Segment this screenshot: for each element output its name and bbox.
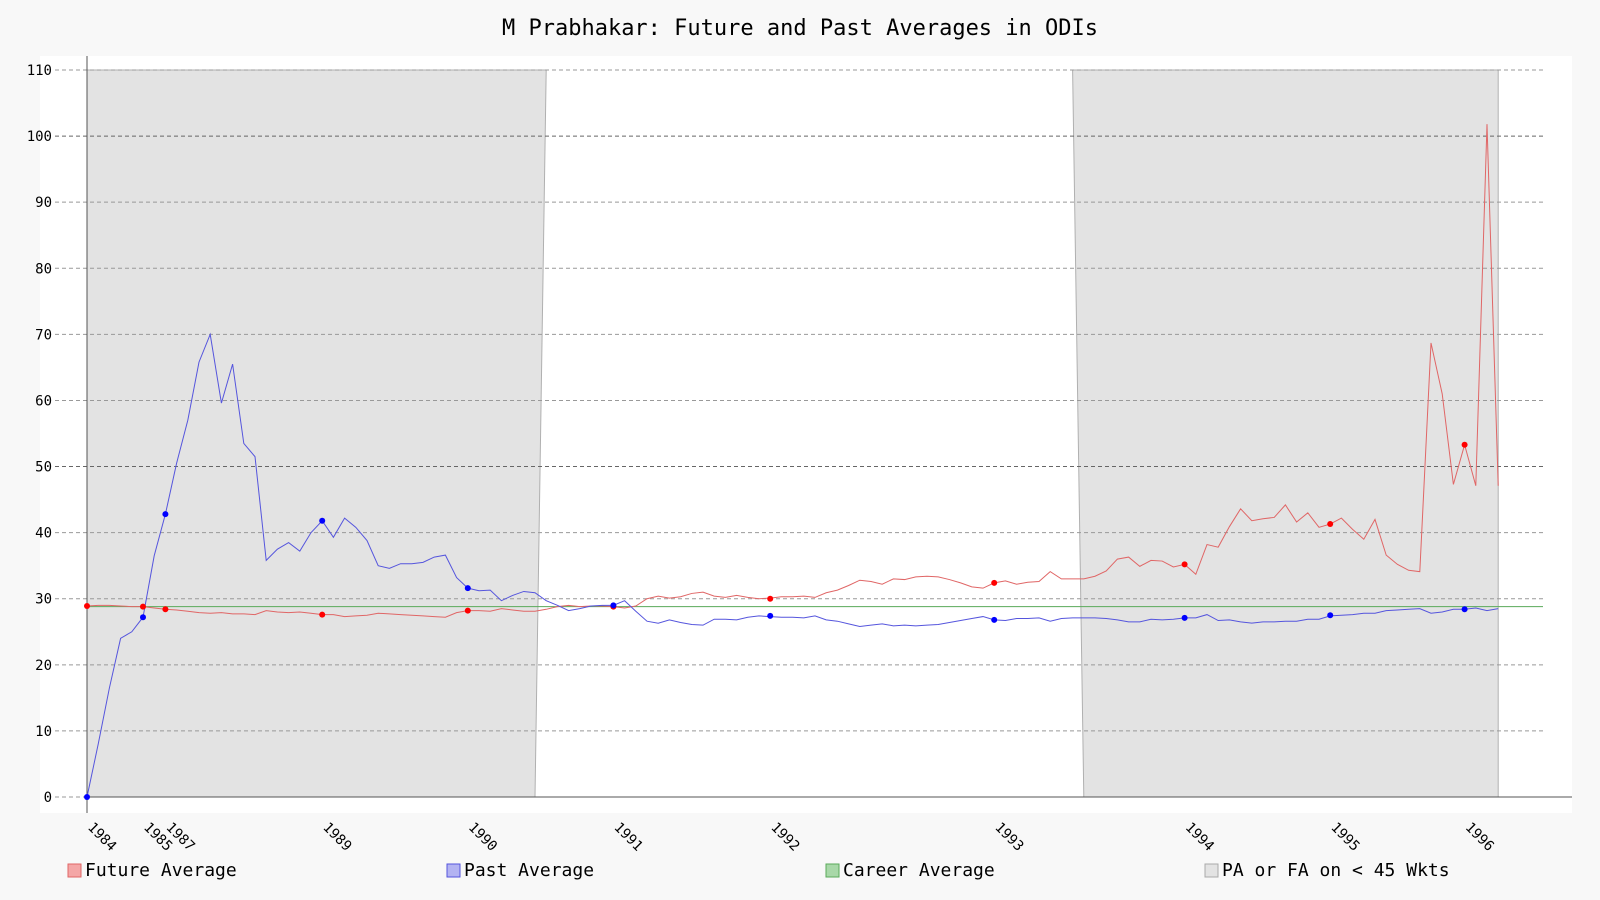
series-markers <box>84 441 1468 800</box>
past-average-marker-10 <box>1461 606 1468 613</box>
future-average-marker-7 <box>991 579 998 586</box>
y-tick-label: 0 <box>44 790 52 806</box>
chart-title: M Prabhakar: Future and Past Averages in… <box>502 16 1098 41</box>
x-tick-label: 1993 <box>991 820 1026 855</box>
x-tick-label: 1984 <box>84 820 119 855</box>
future-average-marker-4 <box>464 607 471 614</box>
x-tick-label: 1990 <box>465 820 500 855</box>
y-tick-label: 10 <box>35 724 52 740</box>
legend-swatch-past-average <box>446 863 461 878</box>
legend: Future Average Past Average Career Average… <box>67 860 1450 881</box>
past-average-marker-3 <box>319 517 326 524</box>
future-average-marker-8 <box>1181 561 1188 568</box>
future-average-marker-1 <box>140 603 146 610</box>
y-tick-label: 60 <box>35 393 52 409</box>
y-tick-label: 100 <box>27 129 52 145</box>
future-average-marker-3 <box>319 611 326 618</box>
y-tick-label: 70 <box>35 327 52 343</box>
y-tick-label: 20 <box>35 658 52 674</box>
shaded-region-1 <box>1072 69 1499 798</box>
y-tick-labels: 0 10 20 30 40 50 60 70 80 90 100 110 <box>27 63 52 806</box>
x-tick-label: 1994 <box>1182 820 1217 855</box>
legend-label-career-average: Career Average <box>843 860 995 881</box>
past-average-marker-7 <box>991 616 998 623</box>
x-tick-label: 1992 <box>767 820 802 855</box>
past-average-marker-5 <box>610 602 617 609</box>
legend-label-past-average: Past Average <box>464 860 594 881</box>
axes <box>86 56 1572 813</box>
past-average-marker-8 <box>1181 614 1188 621</box>
y-tick-label: 80 <box>35 261 52 277</box>
shaded-region-0 <box>86 69 547 798</box>
past-average-marker-2 <box>162 511 169 518</box>
future-average-marker-9 <box>1327 521 1334 528</box>
past-average-marker-9 <box>1327 612 1334 619</box>
x-tick-label: 1991 <box>611 820 646 855</box>
future-average-marker-2 <box>162 606 169 613</box>
past-average-marker-4 <box>464 585 471 592</box>
x-tick-label: 1995 <box>1327 820 1362 855</box>
x-tick-label: 1996 <box>1462 820 1497 855</box>
past-average-marker-0 <box>84 794 90 800</box>
y-tick-label: 40 <box>35 526 52 542</box>
legend-label-future-average: Future Average <box>85 860 237 881</box>
y-tick-label: 50 <box>35 460 52 476</box>
y-tick-label: 90 <box>35 195 52 211</box>
y-tick-label: 110 <box>27 63 52 79</box>
future-average-marker-10 <box>1461 441 1468 448</box>
past-average-marker-6 <box>767 612 774 619</box>
shaded-regions <box>86 69 1499 798</box>
future-average-marker-6 <box>767 595 774 602</box>
legend-label-pa-or-fa-on-45-wkts: PA or FA on < 45 Wkts <box>1222 860 1450 881</box>
past-average-marker-1 <box>140 614 146 621</box>
legend-swatch-pa-or-fa-on-45-wkts <box>1204 863 1219 878</box>
gridlines <box>55 69 1543 798</box>
y-tick-label: 30 <box>35 592 52 608</box>
future-average-marker-0 <box>84 602 90 609</box>
x-tick-label: 1989 <box>319 820 354 855</box>
legend-swatch-career-average <box>825 863 840 878</box>
legend-swatch-future-average <box>67 863 82 878</box>
